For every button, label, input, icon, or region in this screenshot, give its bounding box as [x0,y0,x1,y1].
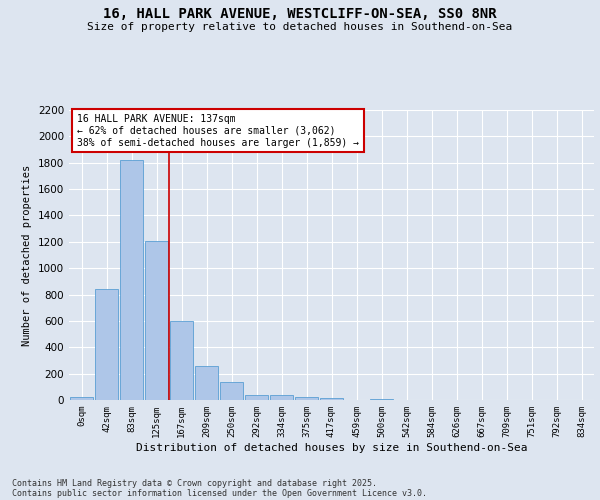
Text: 16 HALL PARK AVENUE: 137sqm
← 62% of detached houses are smaller (3,062)
38% of : 16 HALL PARK AVENUE: 137sqm ← 62% of det… [77,114,359,148]
Bar [220,382,243,400]
Y-axis label: Number of detached properties: Number of detached properties [22,164,32,346]
Text: 16, HALL PARK AVENUE, WESTCLIFF-ON-SEA, SS0 8NR: 16, HALL PARK AVENUE, WESTCLIFF-ON-SEA, … [103,8,497,22]
Bar [270,396,293,400]
Bar [245,394,268,400]
Text: Size of property relative to detached houses in Southend-on-Sea: Size of property relative to detached ho… [88,22,512,32]
Bar [195,366,218,400]
Bar [170,321,193,400]
Bar [370,398,393,400]
Text: Contains HM Land Registry data © Crown copyright and database right 2025.: Contains HM Land Registry data © Crown c… [12,478,377,488]
Bar [95,288,118,400]
X-axis label: Distribution of detached houses by size in Southend-on-Sea: Distribution of detached houses by size … [136,442,527,452]
Bar [145,240,168,400]
Text: Contains public sector information licensed under the Open Government Licence v3: Contains public sector information licen… [12,488,427,498]
Bar [295,396,318,400]
Bar [320,398,343,400]
Bar [70,398,93,400]
Bar [120,160,143,400]
